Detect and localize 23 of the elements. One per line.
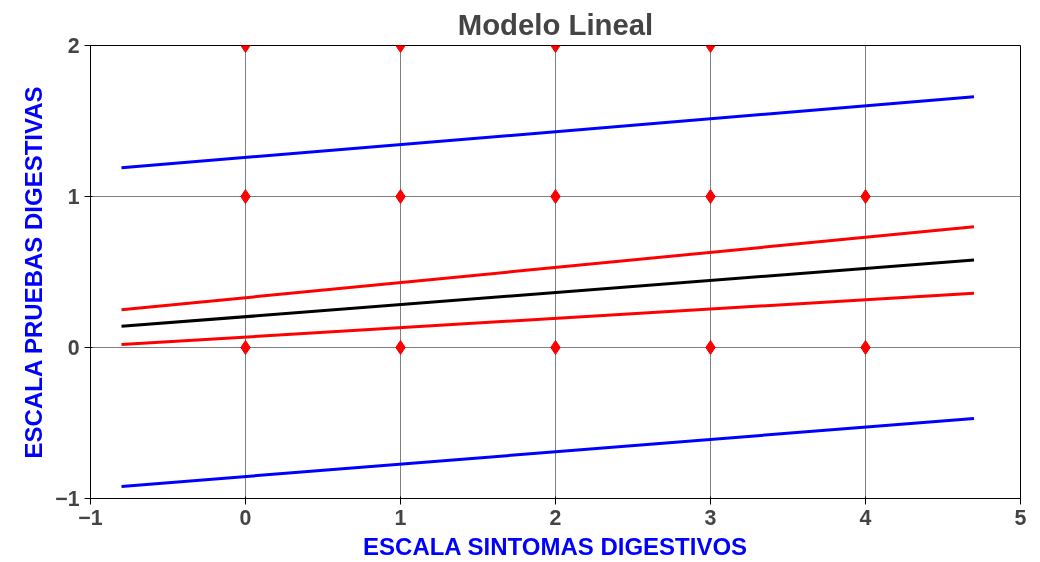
point <box>860 340 871 355</box>
x-tick-label: 4 <box>859 505 872 530</box>
y-tick-label: −1 <box>55 487 80 511</box>
point <box>705 340 716 355</box>
chart-title: Modelo Lineal <box>457 7 654 41</box>
y-tick-label: 2 <box>67 34 80 58</box>
x-axis-title: ESCALA SINTOMAS DIGESTIVOS <box>363 532 748 560</box>
point <box>240 340 251 355</box>
point <box>550 340 561 355</box>
x-tick-label: 5 <box>1014 505 1027 530</box>
y-axis-title: ESCALA PRUEBAS DIGESTIVAS <box>20 86 48 459</box>
x-tick-label: 2 <box>549 505 562 530</box>
x-tick-label: 3 <box>704 505 717 530</box>
point <box>860 189 871 204</box>
y-tick-label: 1 <box>67 185 80 209</box>
point <box>395 340 406 355</box>
x-tick-label: 0 <box>239 505 252 530</box>
y-tick-label: 0 <box>67 336 80 360</box>
point <box>240 189 251 204</box>
x-tick-label: 1 <box>394 505 407 530</box>
point <box>705 189 716 204</box>
point <box>550 189 561 204</box>
point <box>395 189 406 204</box>
